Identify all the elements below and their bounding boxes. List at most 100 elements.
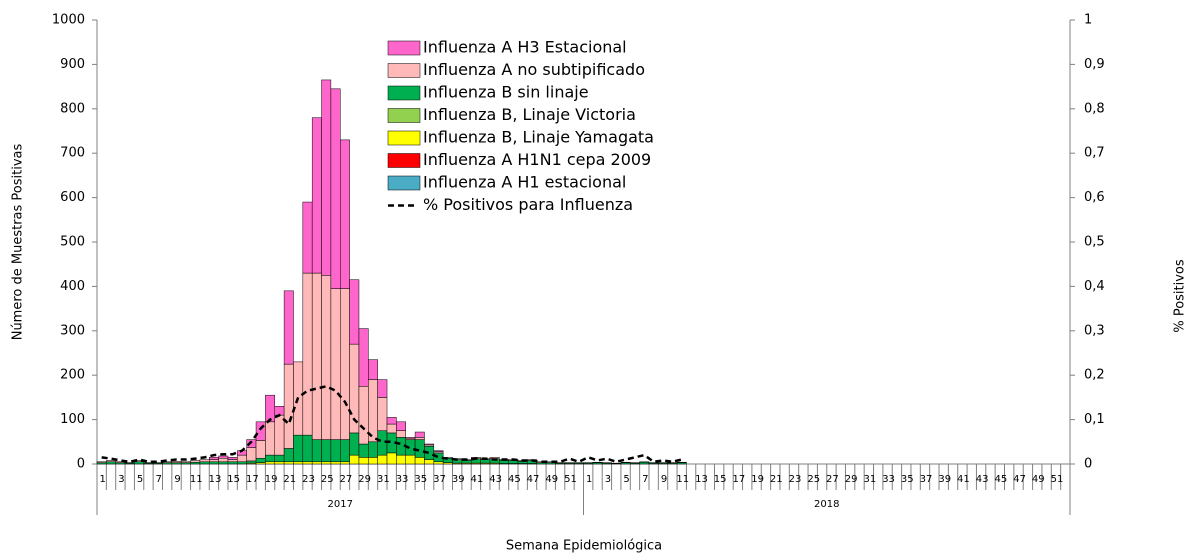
y2-tick-label: 0,3 <box>1084 323 1105 338</box>
bar-segment <box>358 443 369 458</box>
legend-label: Influenza A H1 estacional <box>423 173 626 192</box>
bar-segment <box>396 430 406 438</box>
bar-segment <box>255 440 266 459</box>
bar-segment <box>218 457 229 463</box>
x-tick-label: 19 <box>751 474 764 485</box>
bar-segment <box>283 363 294 449</box>
x-tick-label: 9 <box>174 474 180 485</box>
bar-segment <box>358 386 369 445</box>
bar-segment <box>209 459 219 463</box>
bar-segment <box>190 460 201 463</box>
y-tick-label: 0 <box>77 457 85 472</box>
bar-segment <box>330 461 341 465</box>
bar-segment <box>396 454 406 465</box>
bar-segment <box>265 461 276 465</box>
bar-segment <box>265 394 276 423</box>
bar-segment <box>274 461 285 465</box>
bar-segment <box>106 461 116 465</box>
bar-segment <box>321 275 332 440</box>
bar-segment <box>302 434 313 463</box>
legend-swatch <box>387 108 421 123</box>
legend-label: % Positivos para Influenza <box>423 195 633 214</box>
bar-segment <box>237 454 247 463</box>
bar-segment <box>414 431 425 438</box>
x-tick-label: 23 <box>789 474 802 485</box>
y-tick-label: 600 <box>60 190 85 205</box>
bar-segment <box>340 439 350 463</box>
x-tick-label: 45 <box>994 474 1007 485</box>
x-tick-label: 27 <box>340 474 353 485</box>
bar-segment <box>171 461 182 463</box>
bar-segment <box>368 457 378 465</box>
x-tick-label: 49 <box>545 474 558 485</box>
x-tick-label: 7 <box>642 474 648 485</box>
y-tick-label: 1000 <box>52 13 85 28</box>
x-tick-label: 35 <box>414 474 427 485</box>
bar-segment <box>396 421 406 431</box>
bar-segment <box>349 279 360 345</box>
bar-segment <box>377 379 388 398</box>
x-tick-label: 25 <box>807 474 820 485</box>
x-tick-label: 29 <box>358 474 371 485</box>
bar-segment <box>293 461 304 465</box>
bar-segment <box>461 460 472 464</box>
x-tick-label: 11 <box>676 474 689 485</box>
bar-segment <box>368 359 378 380</box>
bar-segment <box>293 434 304 463</box>
bar-segment <box>237 461 247 465</box>
bar-segment <box>405 437 416 439</box>
bar-segment <box>424 443 435 446</box>
bar-segment <box>480 459 491 464</box>
legend-label: Influenza B, Linaje Yamagata <box>423 128 654 147</box>
bar-segment <box>377 454 388 465</box>
x-tick-label: 39 <box>938 474 951 485</box>
x-tick-label: 17 <box>733 474 746 485</box>
bar-segment <box>499 460 509 464</box>
bar-segment <box>639 461 650 465</box>
legend-swatch <box>387 153 421 168</box>
bar-segment <box>180 461 191 463</box>
y-tick-label: 200 <box>60 368 85 383</box>
bar-segment <box>349 432 360 456</box>
x-tick-label: 23 <box>302 474 315 485</box>
bar-segment <box>218 461 229 465</box>
y-tick-label: 800 <box>60 101 85 116</box>
bar-segment <box>199 459 210 463</box>
legend-swatch <box>387 40 421 56</box>
bar-segment <box>414 457 425 465</box>
bar-segment <box>414 437 425 440</box>
x-tick-label: 31 <box>377 474 390 485</box>
y2-tick-label: 0,1 <box>1084 412 1105 427</box>
x-axis-title: Semana Epidemiológica <box>506 539 662 554</box>
line-series <box>101 384 683 464</box>
x-tick-label: 45 <box>508 474 521 485</box>
bar-segment <box>349 454 360 465</box>
bar-segment <box>227 461 238 465</box>
bar-segment <box>368 379 378 443</box>
x-tick-label: 43 <box>489 474 502 485</box>
bar-segment <box>377 397 388 431</box>
legend-label: Influenza B sin linaje <box>423 83 589 102</box>
y-tick-label: 100 <box>60 412 85 427</box>
x-tick-label: 19 <box>265 474 278 485</box>
bar-segment <box>255 421 266 441</box>
bar-segment <box>330 439 341 463</box>
x-tick-label: 13 <box>695 474 708 485</box>
y2-tick-label: 0,6 <box>1084 190 1105 205</box>
legend-swatch <box>387 85 421 101</box>
bar-segment <box>340 461 350 465</box>
bar-segment <box>386 423 397 434</box>
bar-segment <box>199 461 210 465</box>
y2-tick-label: 0,7 <box>1084 146 1105 161</box>
bar-segment <box>302 272 313 436</box>
y-tick-label: 400 <box>60 279 85 294</box>
x-tick-label: 11 <box>190 474 203 485</box>
x-tick-label: 27 <box>826 474 839 485</box>
y2-tick-label: 0,2 <box>1084 368 1105 383</box>
bar-segment <box>218 455 229 459</box>
bar-segment <box>96 461 107 463</box>
x-tick-label: 9 <box>661 474 667 485</box>
x-tick-label: 33 <box>882 474 895 485</box>
bar-segment <box>227 459 238 463</box>
y-tick-label: 500 <box>60 235 85 250</box>
